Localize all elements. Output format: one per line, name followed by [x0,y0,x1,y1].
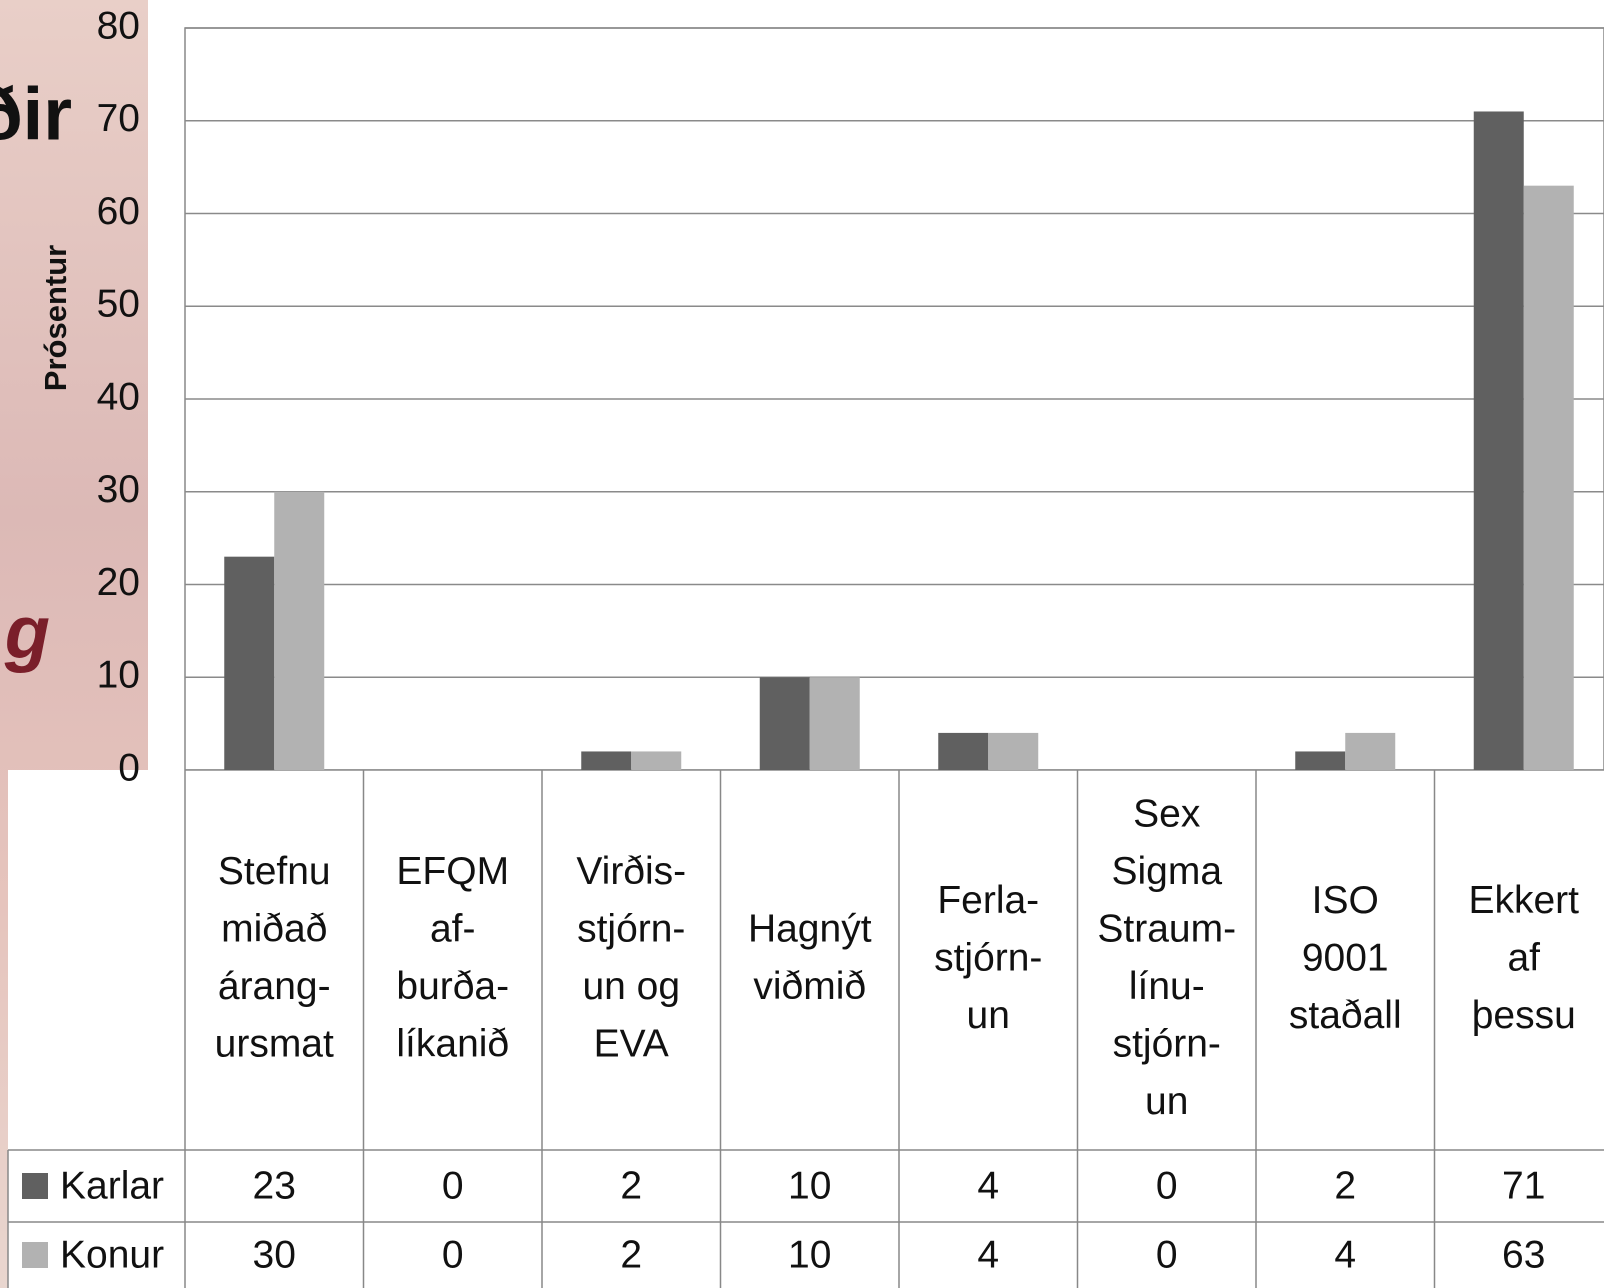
table-value: 30 [253,1233,296,1276]
table-value: 4 [977,1164,999,1207]
x-tick-label: EFQM [396,850,509,893]
x-tick-label: þessu [1472,994,1576,1037]
x-tick-label: Virðis- [576,850,686,893]
x-tick-label: ursmat [215,1023,334,1066]
bar [1295,751,1346,770]
table-value: 23 [253,1164,296,1207]
x-tick-label: línu- [1129,965,1205,1008]
table-value: 2 [1334,1164,1356,1207]
x-tick-label: líkanið [396,1023,509,1066]
x-tick-label: stjórn- [577,908,685,951]
table-value: 4 [977,1233,999,1276]
bar [759,677,810,770]
table-value: 10 [788,1164,831,1207]
x-tick-label: Sex [1133,793,1201,836]
x-tick-label: Sigma [1111,850,1222,893]
slide-fragment: ðir [0,73,72,156]
y-tick-label: 80 [97,4,140,47]
x-tick-label: 9001 [1302,936,1389,979]
y-tick-label: 10 [97,654,140,697]
y-tick-label: 0 [118,746,140,789]
x-tick-label: ISO [1312,879,1379,922]
x-tick-label: af [1507,936,1540,979]
x-tick-label: un [967,994,1010,1037]
table-value: 0 [1156,1164,1178,1207]
x-tick-label: staðall [1289,994,1402,1037]
legend-label: Konur [60,1233,164,1276]
y-tick-label: 40 [97,375,140,418]
y-tick-label: 60 [97,190,140,233]
x-tick-label: viðmið [753,965,866,1008]
bar [631,751,682,770]
table-value: 10 [788,1233,831,1276]
table-value: 2 [620,1164,642,1207]
y-tick-label: 30 [97,468,140,511]
legend-swatch [22,1242,48,1268]
x-tick-label: EVA [594,1023,669,1066]
bar [1523,185,1574,771]
y-tick-label: 20 [97,561,140,604]
x-tick-label: árang- [218,965,331,1008]
x-tick-label: stjórn- [1113,1023,1221,1066]
slide-fragment: g [4,591,50,674]
y-tick-label: 50 [97,283,140,326]
x-tick-label: un [1145,1080,1188,1123]
x-tick-label: Ekkert [1468,879,1579,922]
bar [581,751,632,770]
x-tick-label: Ferla- [937,879,1039,922]
x-tick-label: Hagnýt [748,908,872,951]
bar [274,491,325,770]
table-value: 4 [1334,1233,1356,1276]
bar [1473,111,1524,771]
table-value: 0 [442,1233,464,1276]
y-tick-label: 70 [97,97,140,140]
table-area [8,770,1604,1288]
table-value: 71 [1502,1164,1545,1207]
table-value: 2 [620,1233,642,1276]
x-tick-label: af- [430,908,476,951]
bar [809,677,860,770]
y-axis-label: Prósentur [38,245,73,391]
table-value: 63 [1502,1233,1545,1276]
x-tick-label: un og [582,965,680,1008]
bar [1345,732,1396,770]
legend-label: Karlar [60,1164,164,1207]
table-value: 0 [1156,1233,1178,1276]
x-tick-label: miðað [221,908,327,951]
x-tick-label: stjórn- [934,936,1042,979]
legend-swatch [22,1173,48,1199]
table-value: 0 [442,1164,464,1207]
bar [224,556,275,770]
bar [988,732,1039,770]
x-tick-label: burða- [396,965,509,1008]
bar [938,732,989,770]
x-tick-label: Stefnu [218,850,331,893]
x-tick-label: Straum- [1097,908,1236,951]
